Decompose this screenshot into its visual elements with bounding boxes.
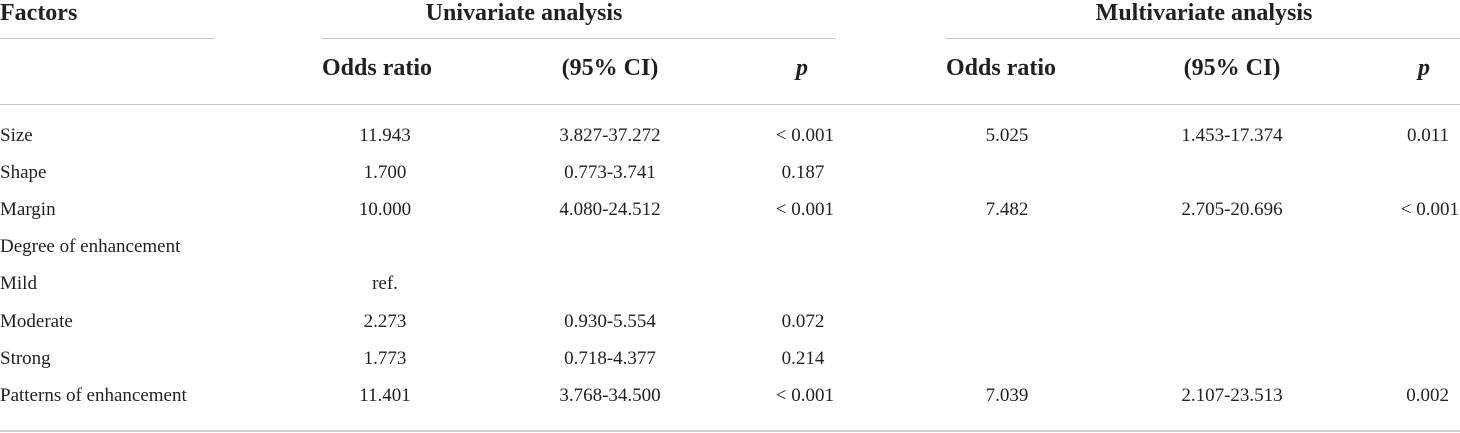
row-uni-odds-ratio: ref. xyxy=(372,273,398,294)
row-uni-odds-ratio: 1.700 xyxy=(363,162,407,183)
row-uni-ci: 0.773-3.741 xyxy=(564,162,656,183)
row-uni-p: < 0.001 xyxy=(775,125,834,146)
row-uni-odds-ratio: 2.273 xyxy=(363,311,407,332)
table-bottom-rule xyxy=(0,430,1460,432)
row-multi-p: < 0.001 xyxy=(1400,199,1459,220)
row-uni-ci: 0.718-4.377 xyxy=(564,348,656,369)
header-univariate: Univariate analysis xyxy=(425,0,623,26)
row-uni-ci: 3.827-37.272 xyxy=(559,125,661,146)
header-uni-ci: (95% CI) xyxy=(561,55,659,81)
header-multivariate: Multivariate analysis xyxy=(1095,0,1313,26)
row-uni-odds-ratio: 1.773 xyxy=(363,348,407,369)
row-multi-ci: 2.107-23.513 xyxy=(1181,385,1283,406)
row-uni-p: < 0.001 xyxy=(775,385,834,406)
row-uni-ci: 0.930-5.554 xyxy=(564,311,656,332)
row-factor: Patterns of enhancement xyxy=(0,385,187,406)
row-factor: Shape xyxy=(0,162,47,183)
row-uni-ci: 4.080-24.512 xyxy=(559,199,661,220)
row-uni-odds-ratio: 11.401 xyxy=(359,385,411,406)
row-uni-p: 0.187 xyxy=(781,162,825,183)
header-uni-p: p xyxy=(796,55,808,81)
row-multi-odds-ratio: 7.039 xyxy=(985,385,1029,406)
row-uni-odds-ratio: 10.000 xyxy=(358,199,412,220)
row-multi-p: 0.011 xyxy=(1406,125,1449,146)
header-multi-ci: (95% CI) xyxy=(1183,55,1281,81)
rule-multivariate-group xyxy=(946,38,1460,39)
row-uni-ci: 3.768-34.500 xyxy=(559,385,661,406)
row-factor: Moderate xyxy=(0,311,73,332)
row-multi-p: 0.002 xyxy=(1406,385,1449,406)
row-factor: Size xyxy=(0,125,33,146)
row-multi-odds-ratio: 5.025 xyxy=(985,125,1029,146)
row-multi-ci: 2.705-20.696 xyxy=(1181,199,1283,220)
row-uni-p: 0.214 xyxy=(781,348,825,369)
header-uni-odds-ratio: Odds ratio xyxy=(322,55,433,81)
header-factors: Factors xyxy=(0,0,78,26)
row-uni-p: < 0.001 xyxy=(775,199,834,220)
rule-univariate-group xyxy=(322,38,836,39)
row-factor: Margin xyxy=(0,199,56,220)
row-factor: Mild xyxy=(0,273,37,294)
row-multi-odds-ratio: 7.482 xyxy=(985,199,1029,220)
row-uni-odds-ratio: 11.943 xyxy=(359,125,411,146)
header-multi-p: p xyxy=(1418,55,1430,81)
rule-factors-group xyxy=(0,38,214,39)
header-multi-odds-ratio: Odds ratio xyxy=(946,55,1057,81)
row-factor: Degree of enhancement xyxy=(0,236,181,257)
row-uni-p: 0.072 xyxy=(781,311,825,332)
row-factor: Strong xyxy=(0,348,51,369)
row-multi-ci: 1.453-17.374 xyxy=(1181,125,1283,146)
header-rule xyxy=(0,104,1460,105)
